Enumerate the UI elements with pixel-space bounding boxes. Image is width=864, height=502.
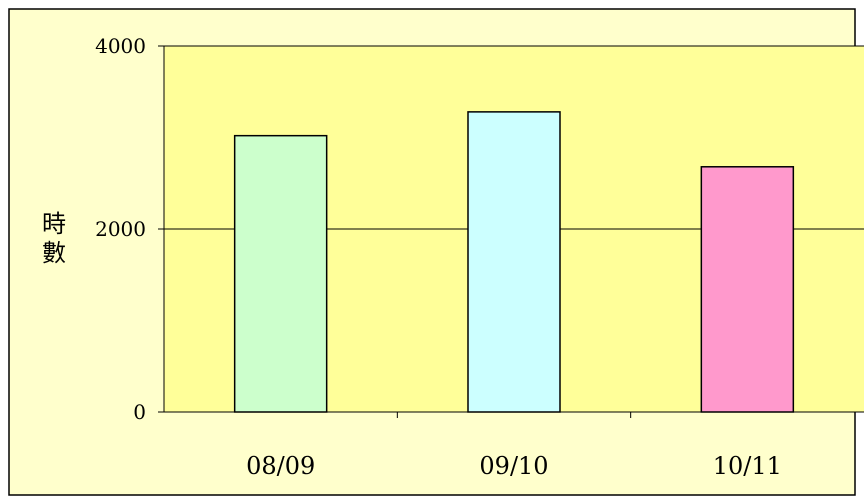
y-axis-label: 時數 [42,210,66,267]
y-axis-label-char: 時 [42,210,66,238]
x-tick-label-09-10: 09/10 [479,452,548,480]
y-tick-labels: 0 2000 4000 [95,34,146,424]
x-tick-label-08-09: 08/09 [246,452,315,480]
x-tick-labels: 08/09 09/10 10/11 [246,452,782,480]
bar-08-09 [233,134,328,413]
y-axis-label-char: 數 [42,239,66,267]
y-tick-label-4000: 4000 [95,34,146,58]
axes [158,45,864,418]
bar-10-11 [700,166,795,413]
x-tick-label-10-11: 10/11 [713,452,782,480]
bar-09-10 [467,111,561,413]
y-tick-label-0: 0 [133,400,146,424]
y-tick-label-2000: 2000 [95,217,146,241]
bars [233,111,795,413]
